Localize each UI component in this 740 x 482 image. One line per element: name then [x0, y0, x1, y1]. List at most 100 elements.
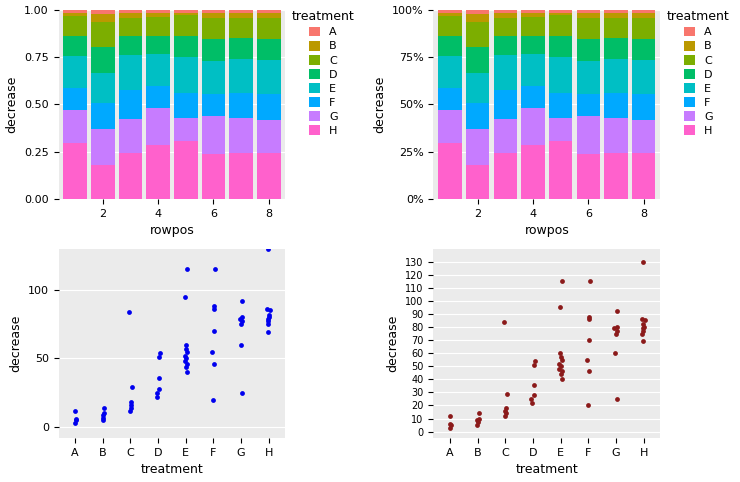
Bar [147, 13, 170, 17]
Point [471, 421, 483, 429]
Point [525, 399, 537, 407]
Bar [494, 10, 517, 13]
Bar [64, 16, 87, 36]
Bar [494, 36, 517, 55]
Point [445, 421, 457, 429]
Bar [257, 39, 280, 60]
Bar [118, 13, 142, 18]
Bar [202, 116, 225, 154]
Point [610, 308, 622, 315]
Bar [91, 129, 115, 165]
Point [153, 353, 165, 361]
Bar [521, 86, 545, 108]
Bar [521, 17, 545, 36]
Point [180, 363, 192, 371]
Point [473, 415, 485, 422]
Point [528, 357, 540, 365]
X-axis label: treatment: treatment [516, 464, 578, 476]
Point [500, 404, 511, 412]
Point [638, 323, 650, 331]
Bar [202, 10, 225, 13]
Point [97, 416, 109, 424]
Point [208, 302, 220, 310]
Bar [521, 145, 545, 199]
Bar [91, 165, 115, 199]
Bar [438, 10, 462, 13]
Bar [438, 110, 462, 144]
Bar [576, 116, 600, 154]
Bar [174, 15, 198, 36]
Bar [632, 10, 656, 13]
Bar [257, 94, 280, 120]
Bar [118, 36, 142, 55]
Point [262, 318, 274, 325]
Bar [257, 120, 280, 153]
Point [500, 407, 511, 415]
Point [70, 416, 82, 424]
Point [153, 385, 165, 392]
Point [500, 410, 512, 417]
X-axis label: treatment: treatment [141, 464, 204, 476]
Point [554, 365, 565, 373]
Point [528, 361, 540, 369]
Bar [229, 13, 253, 17]
Point [181, 265, 192, 273]
Point [98, 414, 110, 421]
Point [556, 375, 568, 383]
Bar [257, 17, 280, 39]
Point [207, 396, 219, 403]
Bar [494, 119, 517, 153]
Bar [549, 118, 572, 141]
Bar [466, 14, 489, 22]
Point [236, 313, 248, 321]
Y-axis label: decrease: decrease [386, 315, 400, 372]
Point [556, 278, 568, 285]
Point [179, 293, 191, 300]
Bar [174, 93, 198, 118]
Bar [604, 59, 628, 93]
Point [124, 402, 136, 409]
Bar [64, 56, 87, 88]
Bar [466, 10, 489, 14]
Bar [632, 120, 656, 153]
Point [444, 412, 456, 420]
Bar [521, 10, 545, 13]
Bar [147, 86, 170, 108]
Point [262, 329, 274, 336]
Bar [576, 13, 600, 17]
Point [608, 324, 620, 332]
Bar [202, 154, 225, 199]
Bar [604, 13, 628, 17]
Point [554, 360, 565, 367]
Point [263, 313, 275, 321]
Bar [202, 39, 225, 61]
Point [637, 324, 649, 332]
Bar [494, 153, 517, 199]
Bar [576, 61, 600, 94]
Bar [64, 13, 87, 16]
Bar [494, 13, 517, 18]
Point [636, 330, 648, 337]
Bar [549, 141, 572, 199]
Bar [229, 118, 253, 153]
Point [181, 355, 192, 362]
Bar [466, 48, 489, 73]
Bar [466, 22, 489, 48]
Bar [438, 36, 462, 56]
Bar [604, 153, 628, 199]
Point [584, 278, 596, 285]
Bar [438, 16, 462, 36]
Point [125, 399, 137, 406]
Bar [174, 141, 198, 199]
Point [98, 404, 110, 412]
Point [126, 404, 138, 412]
Bar [118, 18, 142, 36]
Point [525, 395, 537, 403]
Bar [576, 39, 600, 61]
Bar [229, 59, 253, 93]
Bar [257, 10, 280, 13]
Bar [576, 17, 600, 39]
Bar [604, 17, 628, 38]
Bar [257, 13, 280, 17]
Point [528, 381, 539, 388]
